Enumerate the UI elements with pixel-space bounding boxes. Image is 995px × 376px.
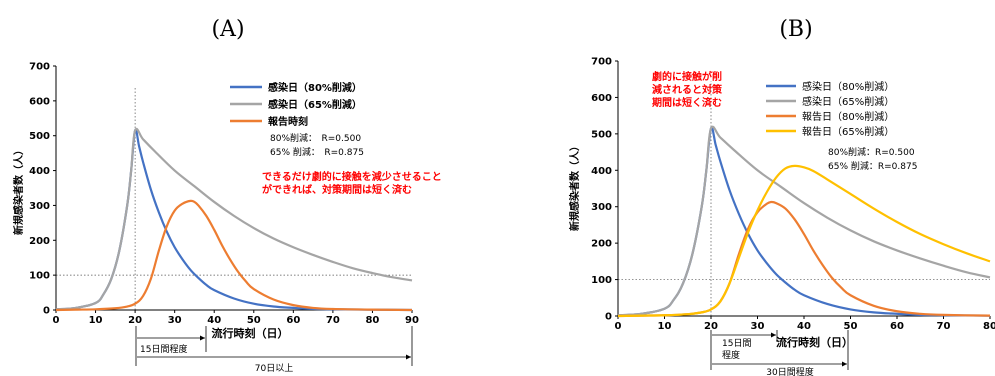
panel-b-note-line3: 期間は短く済む [652, 96, 722, 109]
panel-b-xtick-label-6: 60 [890, 321, 904, 332]
panel-a-note-line2: ができれば、対策期間は短く済む [262, 183, 412, 196]
panel-b-ytick-label-6: 600 [591, 93, 612, 104]
panel-b-xtick-label-8: 80 [983, 321, 995, 332]
panel-b-xtick-label-0: 0 [615, 321, 622, 332]
panel-a-ytick-label-4: 400 [29, 166, 50, 177]
legend-a-label-2: 報告時刻 [268, 115, 308, 128]
legend-a-label-1: 感染日（65%削減） [268, 98, 362, 111]
panel-a: (A) 新規感染者数（人） 0 100 200 300 400 500 600 700 0 10 2… [12, 17, 442, 374]
panel-b-span2-label: 30日間程度 [766, 366, 813, 376]
panel-a-xtick-label-9: 90 [405, 315, 419, 326]
panel-b-ytick-label-3: 300 [591, 202, 612, 213]
panel-b-note-line2: 減されると対策 [652, 83, 723, 96]
panel-b-y-axis-label: 新規感染者数（人） [568, 141, 581, 231]
panel-a-r65-note: 65% 削減： R=0.875 [270, 146, 364, 158]
panel-b-ytick-label-7: 700 [591, 57, 612, 68]
panel-a-label: (A) [211, 17, 244, 42]
panel-b-xtick-label-5: 50 [844, 321, 858, 332]
panel-a-xtick-label-3: 30 [168, 315, 182, 326]
panel-b-plot: 0 100 200 300 400 500 600 700 0 10 20 30 40 50 60 70 80 [591, 57, 995, 333]
panel-b-ytick-label-0: 0 [605, 312, 612, 323]
panel-b-series-1 [617, 125, 991, 317]
panel-b-note-line1: 劇的に接触が削 [652, 70, 722, 83]
panel-a-ytick-label-5: 500 [29, 131, 50, 142]
panel-a-ytick-label-0: 0 [43, 306, 50, 317]
panel-a-span2-label: 70日以上 [255, 363, 293, 374]
panel-a-ytick-label-6: 600 [29, 96, 50, 107]
panel-b-ytick-label-4: 400 [591, 166, 612, 177]
panel-b-series-0 [617, 126, 991, 317]
panel-b-series-3 [617, 164, 991, 318]
panel-a-ytick-label-2: 200 [29, 236, 50, 247]
panel-a-xtick-label-4: 40 [207, 315, 221, 326]
panel-b-xtick-label-7: 70 [937, 321, 951, 332]
panel-a-xtick-label-2: 20 [128, 315, 142, 326]
panel-a-note-line1: できるだけ劇的に接触を減少させること [262, 170, 442, 183]
panel-a-legend: 感染日（80%削減） 感染日（65%削減） 報告時刻 [230, 81, 362, 128]
panel-a-ytick-label-1: 100 [29, 271, 50, 282]
panel-b-ytick-label-2: 200 [591, 239, 612, 250]
panel-b-x-axis-label: 流行時刻（日） [776, 335, 853, 349]
panel-b: (B) 新規感染者数（人） 0 100 200 300 400 500 600 700 0 10 2… [568, 17, 995, 376]
panel-a-xtick-label-5: 50 [247, 315, 261, 326]
panel-a-xtick-label-1: 10 [89, 315, 103, 326]
panel-a-y-axis-label: 新規感染者数（人） [12, 145, 25, 235]
panel-a-xtick-label-6: 60 [286, 315, 300, 326]
panel-a-xtick-label-7: 70 [326, 315, 340, 326]
panel-a-series-2 [55, 199, 413, 312]
legend-b-label-3: 報告日（65%削減） [802, 125, 894, 138]
panel-b-legend: 感染日（80%削減） 感染日（65%削減） 報告日（80%削減） 報告日（65%… [766, 80, 894, 138]
panel-a-r80-note: 80%削減： R=0.500 [270, 132, 361, 144]
panel-b-xtick-label-3: 30 [751, 321, 765, 332]
legend-b-label-0: 感染日（80%削減） [802, 80, 894, 93]
panel-b-xtick-label-2: 20 [704, 321, 718, 332]
panel-a-ytick-label-3: 300 [29, 201, 50, 212]
panel-a-xtick-label-8: 80 [365, 315, 379, 326]
panel-a-xtick-label-0: 0 [53, 315, 60, 326]
legend-b-label-1: 感染日（65%削減） [802, 95, 894, 108]
panel-b-r80-note: 80%削減：R=0.500 [828, 146, 915, 158]
panel-a-span-annotations: 15日間程度 70日以上 [135, 326, 413, 374]
panel-b-label: (B) [779, 17, 812, 42]
panel-b-span1-line2: 程度 [722, 349, 740, 361]
panel-b-span1-line1: 15日間 [722, 338, 751, 349]
panel-a-ytick-label-7: 700 [29, 62, 50, 73]
panel-b-xtick-label-4: 40 [797, 321, 811, 332]
panel-a-plot: 0 100 200 300 400 500 600 700 0 10 20 30 40 50 60 70 80 9… [29, 62, 419, 327]
panel-a-series-1 [55, 127, 413, 311]
panel-b-xtick-label-1: 10 [658, 321, 672, 332]
panel-b-ytick-label-1: 100 [591, 275, 612, 286]
panel-b-span-annotations: 15日間 程度 30日間程度 [710, 330, 849, 376]
legend-a-label-0: 感染日（80%削減） [268, 81, 362, 94]
panel-b-ytick-label-5: 500 [591, 129, 612, 140]
panel-a-x-axis-label: 流行時刻（日） [212, 326, 289, 340]
legend-b-label-2: 報告日（80%削減） [802, 110, 894, 123]
panel-b-r65-note: 65% 削減：R=0.875 [828, 160, 917, 172]
panel-a-span1-label: 15日間程度 [140, 343, 187, 355]
